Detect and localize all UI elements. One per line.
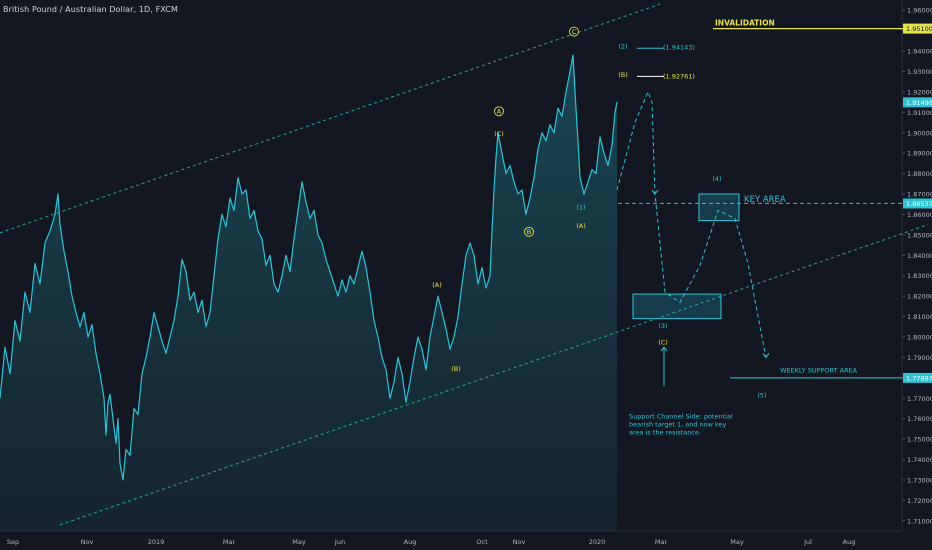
y-tick-label: 1.76000	[907, 415, 932, 423]
wave-label: (1.92761)	[663, 72, 695, 80]
y-tick-label: 1.75000	[907, 436, 932, 444]
wave-label-circle	[494, 106, 504, 117]
wave-label-circle	[524, 226, 534, 237]
callout-text-line: bearish target 1, and now key	[629, 421, 727, 429]
invalidation-price-tag: 1.95100	[906, 25, 932, 33]
current-price-tag-bg	[903, 97, 932, 108]
x-tick-label: Mar	[223, 538, 236, 546]
y-tick-label: 1.96000	[907, 7, 932, 15]
y-tick-label: 1.86000	[907, 211, 932, 219]
wave-label: (C)	[658, 338, 668, 346]
channel-upper-line	[0, 3, 661, 234]
price-area-fill	[0, 55, 617, 531]
wave-label: B	[527, 228, 531, 236]
weekly-support-price-tag: 1.77997	[906, 374, 932, 382]
wave-label: C	[572, 28, 577, 36]
x-tick-label: Nov	[81, 538, 94, 546]
invalidation-price-tag-bg	[903, 23, 932, 34]
y-tick-label: 1.73000	[907, 476, 932, 484]
weekly-support-label: WEEKLY SUPPORT AREA	[780, 367, 858, 375]
wave-label: (1.94143)	[663, 44, 695, 52]
callout-text-line: area is the resistance.	[629, 429, 701, 437]
x-tick-label: Aug	[843, 538, 856, 546]
x-tick-label: Jun	[334, 538, 345, 546]
price-line	[0, 54, 618, 481]
y-tick-label: 1.71000	[907, 517, 932, 525]
y-tick-label: 1.83000	[907, 272, 932, 280]
wave-label: (A)	[432, 281, 442, 289]
wave-label: (5)	[757, 391, 766, 399]
x-tick-label: 2019	[148, 538, 165, 546]
projection-arrow-1	[651, 189, 659, 195]
y-tick-label: 1.77000	[907, 395, 932, 403]
y-tick-label: 1.90000	[907, 129, 932, 137]
x-tick-label: May	[292, 538, 306, 546]
y-tick-label: 1.72000	[907, 497, 932, 505]
x-tick-label: Sep	[7, 538, 19, 546]
x-tick-label: Oct	[476, 538, 488, 546]
wave-label-circle	[569, 26, 579, 37]
y-tick-label: 1.82000	[907, 293, 932, 301]
y-tick-label: 1.87000	[907, 191, 932, 199]
y-tick-label: 1.79000	[907, 354, 932, 362]
wave-label: (A)	[576, 222, 586, 230]
y-tick-label: 1.84000	[907, 252, 932, 260]
y-tick-label: 1.89000	[907, 150, 932, 158]
x-tick-label: Aug	[404, 538, 417, 546]
y-tick-label: 1.92000	[907, 88, 932, 96]
y-tick-label: 1.74000	[907, 456, 932, 464]
x-tick-label: Mar	[655, 538, 668, 546]
wave-label: A	[497, 108, 502, 116]
y-tick-label: 1.93000	[907, 68, 932, 76]
projection-arrow-2	[762, 353, 770, 359]
callout-arrow-head	[660, 346, 668, 352]
key-area-price-tag-bg	[903, 198, 932, 209]
y-tick-label: 1.80000	[907, 333, 932, 341]
y-tick-label: 1.94000	[907, 48, 932, 56]
y-tick-label: 1.85000	[907, 231, 932, 239]
x-tick-label: 2020	[589, 538, 606, 546]
weekly-support-price-tag-bg	[903, 372, 932, 383]
y-tick-label: 1.91000	[907, 109, 932, 117]
wave-label: (B)	[618, 71, 628, 79]
y-tick-label: 1.88000	[907, 170, 932, 178]
x-tick-label: May	[730, 538, 744, 546]
callout-text-line: Support Channel Side: potential	[629, 413, 733, 421]
wave-label: (B)	[451, 365, 461, 373]
invalidation-label: INVALIDATION	[715, 19, 775, 28]
wave-label: (3)	[658, 322, 667, 330]
y-tick-label: 1.81000	[907, 313, 932, 321]
wave-label: (1)	[576, 204, 585, 212]
wave-label: (C)	[494, 130, 504, 138]
key-area-box	[698, 193, 740, 222]
x-tick-label: Jul	[803, 538, 812, 546]
wave-label: (2)	[618, 42, 627, 50]
wave-label: (4)	[712, 175, 721, 183]
current-price-tag: 1.91490	[906, 99, 932, 107]
projection-path	[616, 90, 767, 358]
chart-title: British Pound / Australian Dollar, 1D, F…	[3, 5, 178, 14]
support-box	[632, 293, 722, 320]
x-tick-label: Nov	[513, 538, 526, 546]
key-area-label: KEY AREA	[744, 195, 786, 205]
key-area-price-tag: 1.86537	[906, 200, 932, 208]
